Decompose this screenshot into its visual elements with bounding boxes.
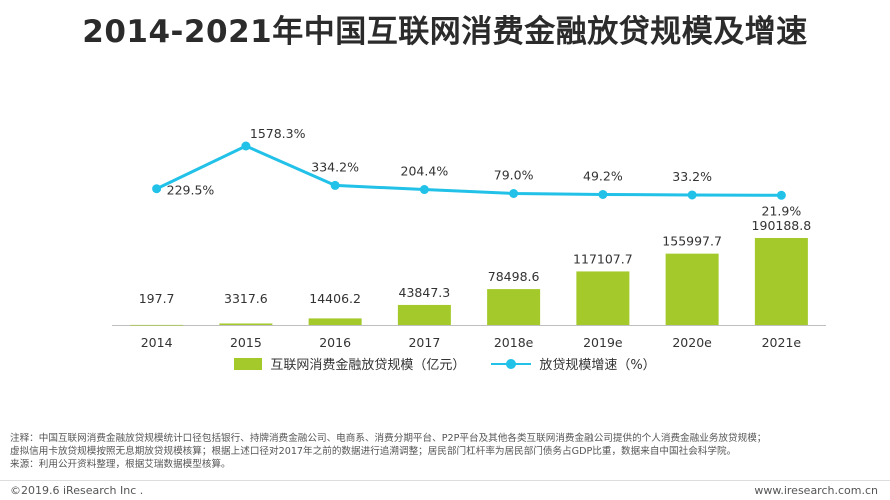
chart-title: 2014-2021年中国互联网消费金融放贷规模及增速 bbox=[82, 14, 808, 50]
bar-value-label: 3317.6 bbox=[224, 291, 268, 306]
bar-2019e bbox=[576, 271, 630, 325]
note-line-1: 注释：中国互联网消费金融放贷规模统计口径包括银行、持牌消费金融公司、电商系、消费… bbox=[10, 433, 767, 444]
legend-bar-label: 互联网消费金融放贷规模（亿元） bbox=[270, 358, 466, 373]
bar-2020e bbox=[665, 253, 719, 325]
growth-value-label: 79.0% bbox=[494, 167, 534, 182]
legend-item-bar: 互联网消费金融放贷规模（亿元） bbox=[234, 354, 465, 373]
growth-value-label: 49.2% bbox=[583, 168, 623, 183]
growth-point bbox=[598, 189, 608, 199]
growth-point bbox=[152, 184, 162, 194]
growth-line bbox=[155, 144, 782, 197]
growth-value-label: 204.4% bbox=[401, 164, 449, 179]
growth-point bbox=[509, 188, 519, 198]
x-tick-label: 2021e bbox=[762, 335, 802, 350]
bar-value-label: 43847.3 bbox=[399, 285, 451, 300]
note-source: 来源：利用公开资料整理，根据艾瑞数据模型核算。 bbox=[10, 459, 231, 470]
bar-value-label: 155997.7 bbox=[662, 234, 722, 249]
chart-notes: 注释：中国互联网消费金融放贷规模统计口径包括银行、持牌消费金融公司、电商系、消费… bbox=[10, 432, 880, 471]
growth-value-label: 1578.3% bbox=[250, 126, 306, 141]
growth-value-label: 21.9% bbox=[762, 203, 802, 218]
legend-item-line: 放贷规模增速（%） bbox=[491, 354, 656, 373]
growth-point bbox=[241, 141, 251, 151]
legend-line-swatch bbox=[491, 358, 532, 370]
bar-2015 bbox=[219, 323, 273, 325]
x-tick-label: 2020e bbox=[672, 335, 712, 350]
bar-2014 bbox=[130, 324, 184, 326]
bar-value-label: 78498.6 bbox=[488, 269, 540, 284]
bar-value-label: 117107.7 bbox=[573, 251, 633, 266]
bar-2016 bbox=[308, 318, 362, 325]
bar-value-label: 197.7 bbox=[139, 291, 175, 306]
note-line-2: 虚拟信用卡放贷规模按照无息期放贷规模核算；根据上述口径对2017年之前的数据进行… bbox=[10, 446, 737, 457]
bar-value-label: 14406.2 bbox=[309, 291, 361, 306]
x-tick-label: 2015 bbox=[230, 335, 262, 350]
x-tick-label: 2017 bbox=[408, 335, 440, 350]
chart-legend: 互联网消费金融放贷规模（亿元） 放贷规模增速（%） bbox=[0, 354, 890, 373]
footer-website[interactable]: www.iresearch.com.cn bbox=[754, 484, 878, 497]
growth-point bbox=[419, 185, 429, 195]
growth-point bbox=[776, 190, 786, 200]
x-tick-label: 2019e bbox=[583, 335, 623, 350]
bar-2021e bbox=[754, 238, 808, 325]
x-tick-label: 2016 bbox=[319, 335, 351, 350]
growth-point bbox=[330, 180, 340, 190]
bar-2018e bbox=[487, 289, 541, 325]
growth-value-label: 334.2% bbox=[311, 159, 359, 174]
growth-value-label: 33.2% bbox=[672, 169, 712, 184]
legend-line-label: 放贷规模增速（%） bbox=[539, 358, 656, 373]
footer-divider bbox=[0, 480, 890, 481]
bar-2017 bbox=[397, 304, 451, 325]
x-tick-label: 2018e bbox=[494, 335, 534, 350]
x-tick-label: 2014 bbox=[141, 335, 173, 350]
footer-copyright: ©2019.6 iResearch Inc . bbox=[10, 484, 144, 497]
growth-point bbox=[687, 190, 697, 200]
legend-bar-swatch bbox=[234, 357, 263, 370]
bar-value-label: 190188.8 bbox=[752, 218, 812, 233]
growth-value-label: 229.5% bbox=[167, 183, 215, 198]
